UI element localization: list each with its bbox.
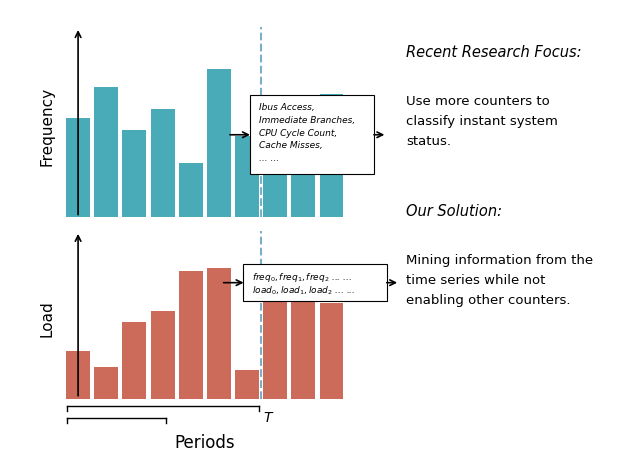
Text: Use more counters to
classify instant system
status.: Use more counters to classify instant sy…	[406, 95, 558, 148]
Bar	[291, 268, 316, 399]
Bar	[122, 322, 147, 399]
Bar	[319, 303, 344, 399]
Bar	[66, 118, 90, 217]
Bar	[66, 351, 90, 399]
Bar	[291, 127, 316, 217]
Text: Frequency: Frequency	[40, 87, 54, 166]
Text: $load_0, load_1, load_2$ ... ...: $load_0, load_1, load_2$ ... ...	[252, 284, 355, 297]
Bar	[122, 130, 147, 217]
Text: Mining information from the
time series while not
enabling other counters.: Mining information from the time series …	[406, 254, 593, 307]
Bar	[94, 87, 118, 217]
Bar	[263, 149, 287, 217]
Text: Periods: Periods	[175, 434, 235, 452]
Bar	[235, 136, 259, 217]
Bar	[179, 271, 203, 399]
Bar	[207, 69, 231, 217]
Text: Load: Load	[40, 300, 54, 337]
Bar	[150, 109, 175, 217]
Bar	[179, 163, 203, 217]
Text: Our Solution:: Our Solution:	[406, 204, 502, 219]
Text: Ibus Access,
Immediate Branches,
CPU Cycle Count,
Cache Misses,
... ...: Ibus Access, Immediate Branches, CPU Cyc…	[259, 103, 355, 163]
Bar	[207, 268, 231, 399]
Bar	[319, 94, 344, 217]
Bar	[235, 370, 259, 399]
Bar	[150, 311, 175, 399]
Bar	[94, 367, 118, 399]
Text: Recent Research Focus:: Recent Research Focus:	[406, 45, 582, 60]
Text: $T$: $T$	[264, 411, 275, 425]
Text: $freq_0, freq_1, freq_2$ ... ...: $freq_0, freq_1, freq_2$ ... ...	[252, 271, 351, 284]
Bar	[263, 271, 287, 399]
